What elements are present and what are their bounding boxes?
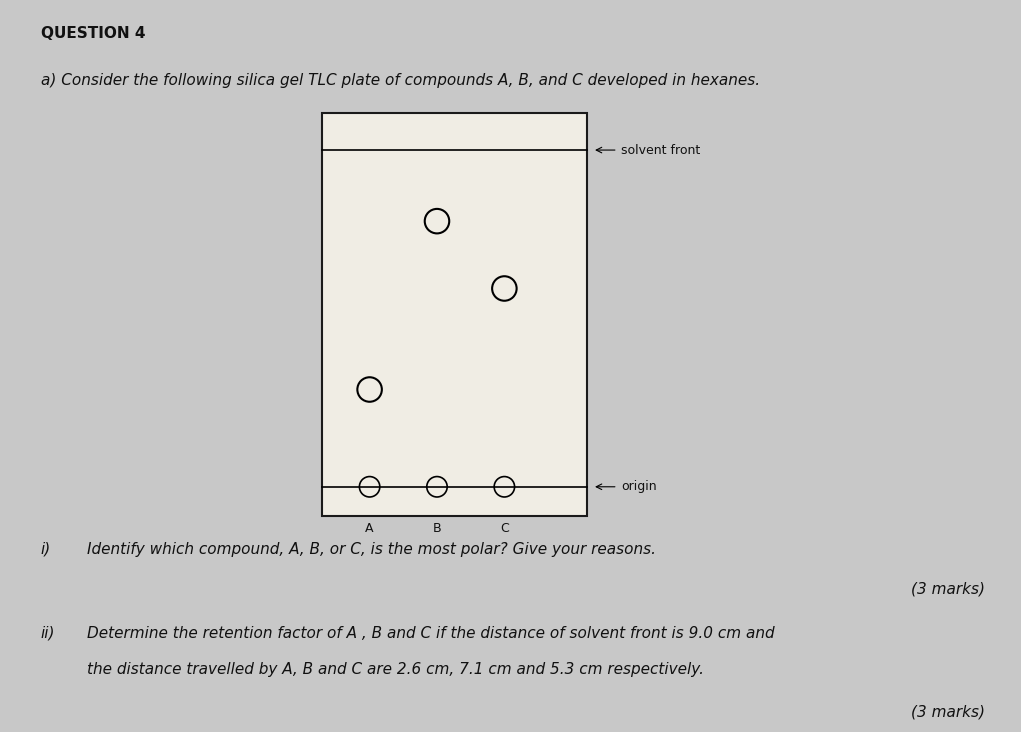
Text: a) Consider the following silica gel TLC plate of compounds A, B, and C develope: a) Consider the following silica gel TLC… bbox=[41, 73, 760, 88]
Text: (3 marks): (3 marks) bbox=[912, 582, 985, 597]
Bar bbox=[322, 113, 587, 516]
Text: A: A bbox=[366, 522, 374, 535]
Text: i): i) bbox=[41, 542, 51, 556]
Text: ii): ii) bbox=[41, 626, 55, 640]
Text: the distance travelled by A, B and C are 2.6 cm, 7.1 cm and 5.3 cm respectively.: the distance travelled by A, B and C are… bbox=[87, 662, 703, 677]
Text: origin: origin bbox=[621, 480, 657, 493]
Text: B: B bbox=[433, 522, 441, 535]
Text: solvent front: solvent front bbox=[621, 143, 700, 157]
Text: Determine the retention factor of A , B and C if the distance of solvent front i: Determine the retention factor of A , B … bbox=[87, 626, 774, 640]
Text: QUESTION 4: QUESTION 4 bbox=[41, 26, 145, 40]
Text: (3 marks): (3 marks) bbox=[912, 704, 985, 719]
Text: C: C bbox=[500, 522, 508, 535]
Text: Identify which compound, A, B, or C, is the most polar? Give your reasons.: Identify which compound, A, B, or C, is … bbox=[87, 542, 655, 556]
